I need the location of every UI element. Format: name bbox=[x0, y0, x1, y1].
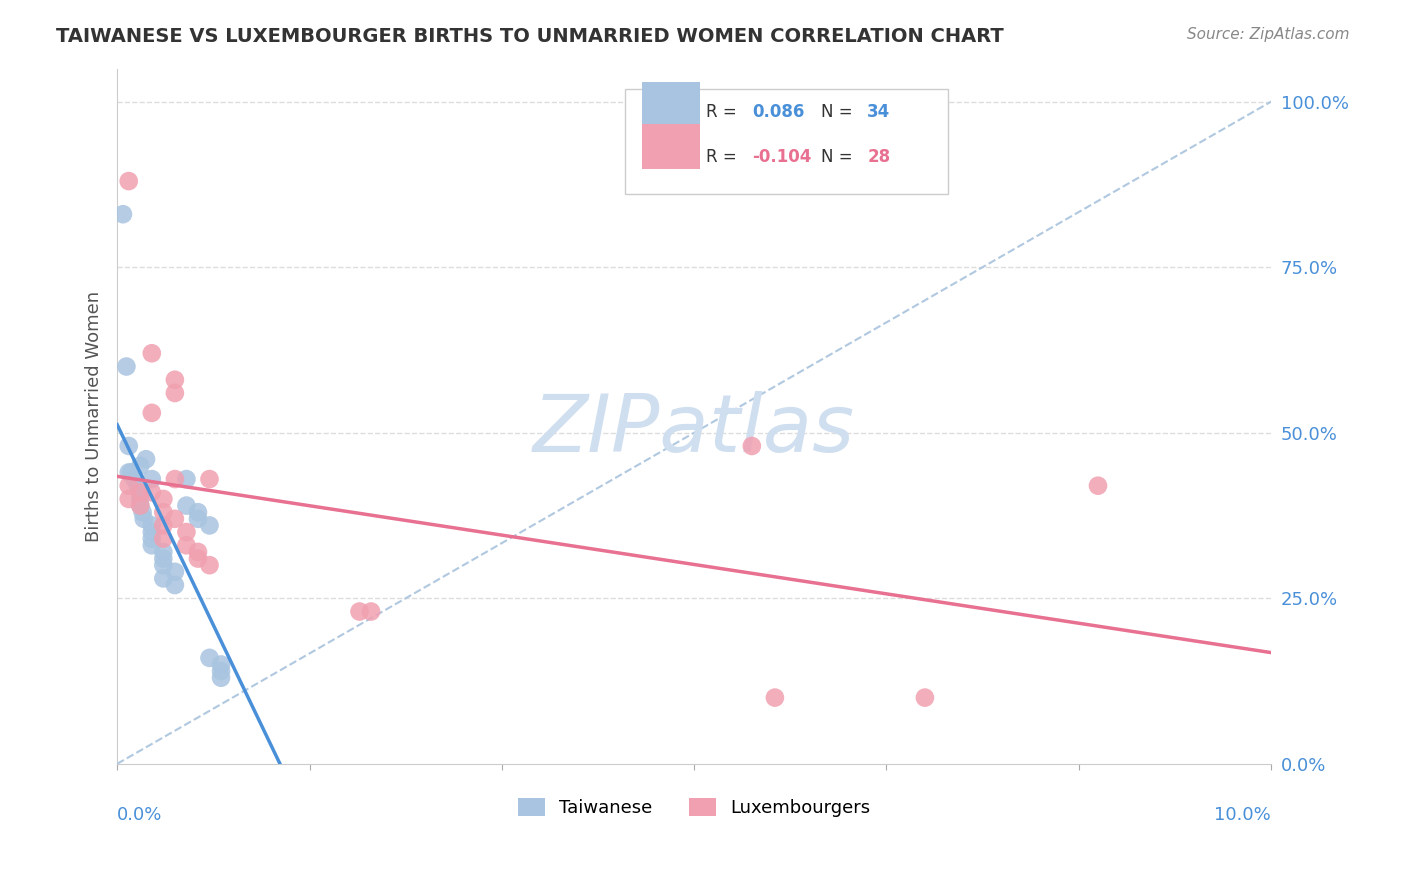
Text: -0.104: -0.104 bbox=[752, 148, 811, 167]
Taiwanese bbox=[129, 491, 152, 506]
Text: 34: 34 bbox=[868, 103, 890, 121]
Luxembourgers bbox=[141, 406, 163, 420]
Taiwanese bbox=[198, 651, 221, 665]
Taiwanese bbox=[187, 512, 209, 526]
Taiwanese bbox=[163, 578, 186, 592]
Text: TAIWANESE VS LUXEMBOURGER BIRTHS TO UNMARRIED WOMEN CORRELATION CHART: TAIWANESE VS LUXEMBOURGER BIRTHS TO UNMA… bbox=[56, 27, 1004, 45]
Text: 0.0%: 0.0% bbox=[117, 805, 163, 823]
Taiwanese bbox=[141, 472, 163, 486]
Taiwanese bbox=[141, 538, 163, 552]
Taiwanese bbox=[127, 479, 149, 493]
Taiwanese bbox=[209, 657, 232, 672]
Text: R =: R = bbox=[706, 103, 742, 121]
Taiwanese bbox=[118, 466, 141, 480]
Taiwanese bbox=[152, 551, 174, 566]
Taiwanese bbox=[131, 505, 153, 519]
Luxembourgers bbox=[741, 439, 763, 453]
Taiwanese bbox=[111, 207, 134, 221]
FancyBboxPatch shape bbox=[624, 89, 948, 194]
Taiwanese bbox=[209, 671, 232, 685]
Text: 0.086: 0.086 bbox=[752, 103, 804, 121]
Text: 28: 28 bbox=[868, 148, 890, 167]
Taiwanese bbox=[209, 664, 232, 678]
Taiwanese bbox=[141, 532, 163, 546]
Luxembourgers bbox=[163, 472, 186, 486]
Luxembourgers bbox=[198, 558, 221, 573]
Luxembourgers bbox=[198, 472, 221, 486]
Luxembourgers bbox=[187, 545, 209, 559]
Text: 10.0%: 10.0% bbox=[1215, 805, 1271, 823]
Luxembourgers bbox=[1087, 479, 1109, 493]
Taiwanese bbox=[132, 512, 155, 526]
Luxembourgers bbox=[163, 386, 186, 401]
Taiwanese bbox=[129, 458, 152, 473]
Luxembourgers bbox=[152, 532, 174, 546]
Luxembourgers bbox=[129, 485, 152, 500]
Luxembourgers bbox=[141, 485, 163, 500]
Y-axis label: Births to Unmarried Women: Births to Unmarried Women bbox=[86, 291, 103, 541]
Taiwanese bbox=[152, 571, 174, 585]
Luxembourgers bbox=[176, 524, 198, 539]
Luxembourgers bbox=[152, 491, 174, 506]
Taiwanese bbox=[129, 499, 152, 513]
Luxembourgers bbox=[129, 499, 152, 513]
Taiwanese bbox=[120, 466, 142, 480]
Taiwanese bbox=[135, 452, 157, 467]
Taiwanese bbox=[187, 505, 209, 519]
Luxembourgers bbox=[349, 605, 371, 619]
Text: N =: N = bbox=[821, 103, 858, 121]
Luxembourgers bbox=[118, 174, 141, 188]
Luxembourgers bbox=[360, 605, 382, 619]
Taiwanese bbox=[141, 518, 163, 533]
Text: N =: N = bbox=[821, 148, 858, 167]
Taiwanese bbox=[118, 439, 141, 453]
Luxembourgers bbox=[141, 346, 163, 360]
Luxembourgers bbox=[163, 373, 186, 387]
Luxembourgers bbox=[176, 538, 198, 552]
Taiwanese bbox=[198, 518, 221, 533]
FancyBboxPatch shape bbox=[643, 82, 700, 128]
Taiwanese bbox=[141, 524, 163, 539]
Taiwanese bbox=[176, 499, 198, 513]
Luxembourgers bbox=[152, 505, 174, 519]
Taiwanese bbox=[176, 472, 198, 486]
Taiwanese bbox=[124, 472, 146, 486]
Text: ZIPatlas: ZIPatlas bbox=[533, 391, 855, 469]
Taiwanese bbox=[163, 565, 186, 579]
Luxembourgers bbox=[163, 512, 186, 526]
Luxembourgers bbox=[187, 551, 209, 566]
Text: R =: R = bbox=[706, 148, 742, 167]
Luxembourgers bbox=[118, 491, 141, 506]
Taiwanese bbox=[152, 545, 174, 559]
Luxembourgers bbox=[118, 479, 141, 493]
Luxembourgers bbox=[914, 690, 936, 705]
Legend: Taiwanese, Luxembourgers: Taiwanese, Luxembourgers bbox=[510, 790, 877, 824]
Taiwanese bbox=[152, 558, 174, 573]
FancyBboxPatch shape bbox=[643, 124, 700, 169]
Luxembourgers bbox=[152, 518, 174, 533]
Luxembourgers bbox=[763, 690, 786, 705]
Taiwanese bbox=[129, 485, 152, 500]
Text: Source: ZipAtlas.com: Source: ZipAtlas.com bbox=[1187, 27, 1350, 42]
Taiwanese bbox=[115, 359, 138, 374]
